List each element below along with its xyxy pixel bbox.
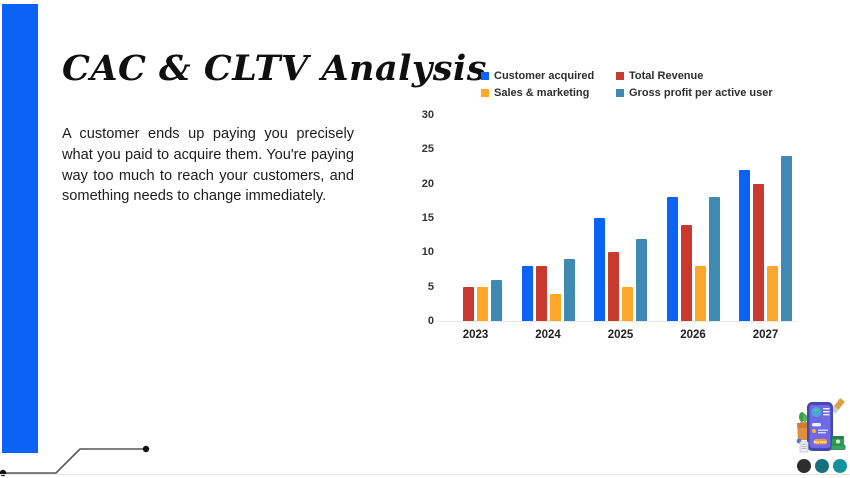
- y-axis-tick-10: 10: [421, 246, 434, 259]
- bar-2026-customer-acquired: [666, 197, 678, 321]
- bar-2023-gross-profit-per-active-user: [491, 279, 502, 321]
- bar-2025-gross-profit-per-active-user: [636, 238, 647, 321]
- x-axis-label-2027: 2027: [752, 329, 779, 341]
- legend-label: Customer acquired: [494, 70, 595, 82]
- bar-group-2024: [521, 115, 575, 321]
- cash-box-icon: [830, 436, 846, 450]
- body-paragraph: A customer ends up paying you precisely …: [62, 126, 354, 205]
- legend-item-3: Gross profit per active user: [616, 87, 773, 99]
- bar-2026-total-revenue: [680, 224, 692, 321]
- y-axis-tick-15: 15: [421, 212, 434, 224]
- bar-2025-total-revenue: [608, 252, 619, 321]
- y-axis-tick-30: 30: [421, 109, 434, 121]
- bar-2025-sales-marketing: [622, 286, 633, 321]
- y-axis-tick-0: 0: [427, 315, 434, 327]
- bar-2027-gross-profit-per-active-user: [781, 156, 792, 321]
- phone-icon: Buy Now: [807, 402, 833, 451]
- legend-item-2: Sales & marketing: [481, 87, 616, 99]
- legend-label: Sales & marketing: [494, 87, 590, 99]
- dot-1: [797, 459, 811, 473]
- bar-2027-total-revenue: [753, 183, 764, 321]
- bar-2024-sales-marketing: [549, 293, 561, 321]
- legend-swatch-icon: [616, 89, 624, 97]
- slide-bottom-border: [0, 474, 850, 475]
- legend-item-0: Customer acquired: [481, 70, 616, 82]
- y-axis-tick-25: 25: [421, 143, 434, 156]
- bar-group-2026: [666, 115, 720, 321]
- bar-2023-sales-marketing: [477, 286, 488, 321]
- bar-2027-customer-acquired: [739, 169, 750, 321]
- receipt-icon: [796, 438, 809, 453]
- y-axis-tick-20: 20: [421, 177, 434, 190]
- bar-2024-total-revenue: [535, 266, 547, 321]
- bar-group-2027: [739, 115, 792, 321]
- dot-2: [815, 459, 829, 473]
- brush-icon: [831, 398, 845, 414]
- y-axis-tick-5: 5: [427, 280, 434, 293]
- shopping-phone-illustration: Buy Now: [796, 398, 846, 453]
- bar-2023-total-revenue: [463, 286, 474, 321]
- dot-decorations: [797, 459, 847, 473]
- bar-2024-customer-acquired: [521, 266, 533, 321]
- bar-group-2025: [594, 115, 647, 321]
- x-axis-label-2026: 2026: [680, 329, 706, 341]
- bar-2026-gross-profit-per-active-user: [708, 197, 720, 321]
- svg-text:Buy Now: Buy Now: [814, 440, 828, 444]
- legend-swatch-icon: [481, 72, 489, 80]
- legend-label: Total Revenue: [629, 70, 704, 82]
- bar-group-2023: [449, 115, 502, 321]
- page-title: CAC & CLTV Analysis: [62, 48, 487, 89]
- bar-2027-sales-marketing: [767, 266, 778, 321]
- legend-swatch-icon: [616, 72, 624, 80]
- x-axis-baseline: [437, 321, 797, 322]
- chart-legend: Customer acquired Total Revenue Sales & ma…: [481, 70, 773, 99]
- legend-label: Gross profit per active user: [629, 87, 773, 99]
- x-axis-label-2023: 2023: [462, 329, 489, 341]
- bar-2024-gross-profit-per-active-user: [563, 259, 575, 321]
- dot-3: [833, 459, 847, 473]
- legend-swatch-icon: [481, 89, 489, 97]
- legend-item-1: Total Revenue: [616, 70, 773, 82]
- bar-2026-sales-marketing: [694, 266, 706, 321]
- bar-2025-customer-acquired: [594, 218, 605, 321]
- left-accent-bar: [2, 4, 38, 453]
- circuit-line-decoration: [0, 445, 150, 477]
- x-axis-label-2024: 2024: [535, 329, 561, 341]
- x-axis-label-2025: 2025: [607, 329, 634, 341]
